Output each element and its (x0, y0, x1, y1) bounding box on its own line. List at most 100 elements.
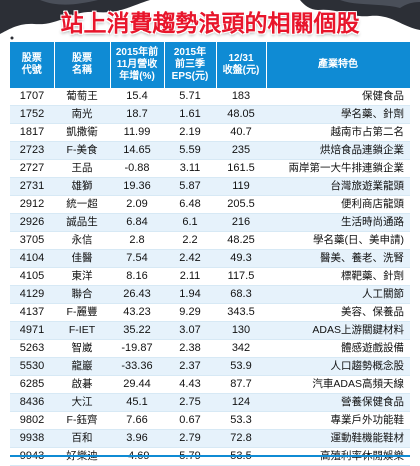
close-price-cell: 48.05 (216, 105, 266, 124)
table-row: 4129 聯合 26.43 1.94 68.3 人工關節 (10, 285, 410, 304)
revenue-growth-cell: 2.09 (110, 195, 164, 214)
close-price-cell: 216 (216, 213, 266, 232)
table-row: 1707 葡萄王 15.4 5.71 183 保健食品 (10, 88, 410, 106)
eps-cell: 6.48 (164, 195, 216, 214)
revenue-growth-cell: 6.84 (110, 213, 164, 232)
stock-code-cell: 1707 (10, 88, 54, 106)
eps-cell: 2.75 (164, 393, 216, 412)
stock-name-cell: 凱撒衛 (54, 123, 110, 142)
stock-name-cell: 王品 (54, 159, 110, 178)
table-row: 1752 南光 18.7 1.61 48.05 學名藥、針劑 (10, 105, 410, 124)
stock-name-cell: 雄獅 (54, 177, 110, 196)
stock-code-cell: 4137 (10, 303, 54, 322)
stock-code-cell: 6285 (10, 375, 54, 394)
close-price-cell: 130 (216, 321, 266, 340)
close-price-cell: 117.5 (216, 267, 266, 286)
industry-feature-cell: 台灣旅遊業龍頭 (266, 177, 410, 196)
table-row: 2727 王品 -0.88 3.11 161.5 兩岸第一大牛排連鎖企業 (10, 159, 410, 178)
stock-name-cell: 大江 (54, 393, 110, 412)
eps-cell: 4.43 (164, 375, 216, 394)
eps-cell: 5.87 (164, 177, 216, 196)
industry-feature-cell: 汽車ADAS高頻天線 (266, 375, 410, 394)
table-row: 5263 智崴 -19.87 2.38 342 體感遊戲設備 (10, 339, 410, 358)
header-revenue-growth: 2015年前 11月營收 年增(%) (110, 42, 165, 88)
revenue-growth-cell: 7.66 (110, 411, 164, 430)
stock-name-cell: 百和 (54, 429, 110, 448)
close-price-cell: 183 (216, 88, 266, 106)
eps-cell: 2.11 (164, 267, 216, 286)
industry-feature-cell: 醫美、養老、洗腎 (266, 249, 410, 268)
table-row: 5530 龍巖 -33.36 2.37 53.9 人口趨勢概念股 (10, 357, 410, 376)
table-row: 2926 誠品生 6.84 6.1 216 生活時尚通路 (10, 213, 410, 232)
table-row: 4104 佳醫 7.54 2.42 49.3 醫美、養老、洗腎 (10, 249, 410, 268)
industry-feature-cell: 美容、保養品 (266, 303, 410, 322)
close-price-cell: 40.7 (216, 123, 266, 142)
close-price-cell: 48.25 (216, 231, 266, 250)
close-price-cell: 124 (216, 393, 266, 412)
close-price-cell: 342 (216, 339, 266, 358)
table-row: 3705 永信 2.8 2.2 48.25 學名藥(日、美申請) (10, 231, 410, 250)
industry-feature-cell: 越南市占第二名 (266, 123, 410, 142)
eps-cell: 2.38 (164, 339, 216, 358)
stock-name-cell: 佳醫 (54, 249, 110, 268)
revenue-growth-cell: 26.43 (110, 285, 164, 304)
stock-code-cell: 4129 (10, 285, 54, 304)
industry-feature-cell: 學名藥、針劑 (266, 105, 410, 124)
eps-cell: 3.11 (164, 159, 216, 178)
close-price-cell: 68.3 (216, 285, 266, 304)
stock-code-cell: 4105 (10, 267, 54, 286)
eps-cell: 0.67 (164, 411, 216, 430)
eps-cell: 2.2 (164, 231, 216, 250)
close-price-cell: 119 (216, 177, 266, 196)
revenue-growth-cell: -19.87 (110, 339, 164, 358)
eps-cell: 6.1 (164, 213, 216, 232)
stock-name-cell: 啟碁 (54, 375, 110, 394)
revenue-growth-cell: 29.44 (110, 375, 164, 394)
stock-name-cell: 龍巖 (54, 357, 110, 376)
stock-code-cell: 9938 (10, 429, 54, 448)
eps-cell: 1.94 (164, 285, 216, 304)
table-row: 4105 東洋 8.16 2.11 117.5 標靶藥、針劑 (10, 267, 410, 286)
stock-name-cell: F-麗豐 (54, 303, 110, 322)
table-row: 2912 統一超 2.09 6.48 205.5 便利商店龍頭 (10, 195, 410, 214)
stock-name-cell: F-鈺齊 (54, 411, 110, 430)
revenue-growth-cell: 19.36 (110, 177, 164, 196)
stock-name-cell: 東洋 (54, 267, 110, 286)
revenue-growth-cell: 15.4 (110, 88, 164, 106)
revenue-growth-cell: 7.54 (110, 249, 164, 268)
stock-code-cell: 2723 (10, 141, 54, 160)
eps-cell: 2.42 (164, 249, 216, 268)
header-close-price: 12/31 收盤(元) (216, 42, 267, 88)
close-price-cell: 343.5 (216, 303, 266, 322)
close-price-cell: 53.9 (216, 357, 266, 376)
revenue-growth-cell: 35.22 (110, 321, 164, 340)
stock-table: 股票 代號 股票 名稱 2015年前 11月營收 年增(%) 2015年 前三季 EPS(元… (10, 42, 411, 466)
close-price-cell: 205.5 (216, 195, 266, 214)
revenue-growth-cell: -0.88 (110, 159, 164, 178)
table-row: 9802 F-鈺齊 7.66 0.67 53.3 專業戶外功能鞋 (10, 411, 410, 430)
stock-name-cell: F-IET (54, 321, 110, 340)
revenue-growth-cell: 11.99 (110, 123, 164, 142)
stock-code-cell: 9802 (10, 411, 54, 430)
stock-name-cell: 智崴 (54, 339, 110, 358)
eps-cell: 2.37 (164, 357, 216, 376)
revenue-growth-cell: 8.16 (110, 267, 164, 286)
industry-feature-cell: 專業戶外功能鞋 (266, 411, 410, 430)
stock-name-cell: 葡萄王 (54, 88, 110, 106)
eps-cell: 5.59 (164, 141, 216, 160)
stock-code-cell: 3705 (10, 231, 54, 250)
revenue-growth-cell: 45.1 (110, 393, 164, 412)
revenue-growth-cell: 43.23 (110, 303, 164, 322)
industry-feature-cell: 運動鞋機能鞋材 (266, 429, 410, 448)
table-row: 2723 F-美食 14.65 5.59 235 烘焙食品連鎖企業 (10, 141, 410, 160)
revenue-growth-cell: 3.96 (110, 429, 164, 448)
stock-code-cell: 8436 (10, 393, 54, 412)
eps-cell: 2.79 (164, 429, 216, 448)
stock-code-cell: 4971 (10, 321, 54, 340)
stock-code-cell: 2926 (10, 213, 54, 232)
industry-feature-cell: 人口趨勢概念股 (266, 357, 410, 376)
title-banner: 站上消費趨勢浪頭的相關個股 (0, 0, 420, 42)
revenue-growth-cell: -33.36 (110, 357, 164, 376)
close-price-cell: 49.3 (216, 249, 266, 268)
stock-name-cell: 誠品生 (54, 213, 110, 232)
